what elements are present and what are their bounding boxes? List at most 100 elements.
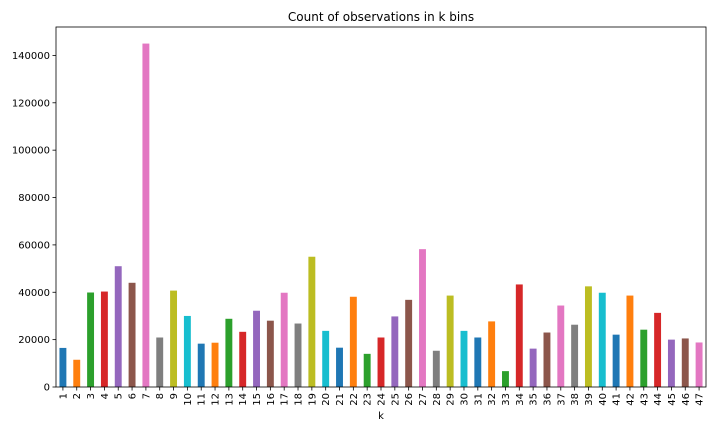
bar-18	[294, 323, 302, 387]
bar-37	[557, 305, 565, 387]
x-tick-label: 32	[487, 393, 498, 406]
bar-8	[156, 337, 164, 387]
x-tick-label: 36	[542, 393, 553, 406]
bar-16	[266, 320, 274, 387]
bar-6	[128, 282, 136, 387]
bar-11	[197, 343, 205, 387]
x-tick-label: 18	[294, 393, 305, 406]
bar-36	[543, 332, 551, 387]
x-axis-label: k	[378, 411, 384, 422]
bar-34	[515, 284, 523, 387]
bar-12	[211, 342, 219, 387]
x-tick-label: 6	[128, 393, 139, 399]
bar-3	[87, 292, 95, 387]
y-tick-label: 80000	[18, 193, 50, 204]
bar-41	[612, 334, 620, 387]
y-tick-label: 60000	[18, 240, 50, 251]
x-tick-label: 4	[100, 393, 111, 399]
x-tick-label: 29	[446, 393, 457, 406]
bar-25	[391, 316, 399, 387]
x-tick-label: 8	[155, 393, 166, 399]
x-tick-label: 15	[252, 393, 263, 406]
x-tick-label: 5	[114, 393, 125, 399]
bar-42	[626, 295, 634, 387]
bar-43	[640, 329, 648, 387]
x-tick-label: 38	[570, 393, 581, 406]
bar-21	[336, 347, 343, 387]
x-tick-label: 43	[639, 393, 650, 406]
x-tick-label: 41	[612, 393, 623, 406]
bar-19	[308, 256, 316, 387]
y-tick-label: 0	[44, 383, 50, 394]
y-tick-label: 20000	[18, 335, 50, 346]
x-tick-label: 28	[432, 393, 443, 406]
bar-9	[170, 290, 178, 387]
bar-10	[183, 315, 191, 387]
bar-1	[59, 347, 67, 387]
x-tick-label: 30	[459, 393, 470, 406]
x-tick-label: 22	[349, 393, 360, 406]
bar-44	[654, 312, 662, 387]
x-axis: 1 2 3 4 5 6 7 8 9 10 11 12 13 14 15 16 17 18 19 20 21 22 23 24 2…	[58, 387, 706, 406]
x-tick-label: 40	[598, 393, 609, 406]
y-tick-label: 140000	[12, 51, 50, 62]
bar-26	[405, 299, 413, 387]
x-tick-label: 9	[169, 393, 180, 399]
bar-30	[460, 330, 468, 387]
bar-31	[474, 337, 482, 387]
x-tick-label: 3	[86, 393, 97, 399]
chart-title: Count of observations in k bins	[288, 10, 474, 24]
y-axis: 0 20000 40000 60000 80000 100000 120000 140000	[12, 51, 56, 394]
x-tick-label: 45	[667, 393, 678, 406]
x-tick-label: 16	[266, 393, 277, 406]
x-tick-label: 14	[238, 393, 249, 406]
x-tick-label: 17	[280, 393, 291, 406]
y-tick-label: 40000	[18, 288, 50, 299]
bar-47	[695, 342, 703, 387]
bar-24	[377, 337, 385, 387]
bar-13	[225, 318, 233, 387]
x-tick-label: 42	[625, 393, 636, 406]
x-tick-label: 46	[681, 393, 692, 406]
x-tick-label: 25	[390, 393, 401, 406]
x-tick-label: 24	[377, 393, 388, 406]
bar-38	[571, 324, 579, 387]
bar-46	[681, 338, 689, 387]
x-tick-label: 27	[418, 393, 429, 406]
x-tick-label: 37	[556, 393, 567, 406]
x-tick-label: 21	[335, 393, 346, 406]
x-tick-label: 31	[473, 393, 484, 406]
bar-35	[529, 348, 537, 387]
x-tick-label: 44	[653, 393, 664, 406]
bar-17	[280, 292, 288, 387]
x-tick-label: 11	[197, 393, 208, 406]
bar-7	[142, 43, 150, 387]
x-tick-label: 1	[58, 393, 69, 399]
x-tick-label: 2	[72, 393, 83, 399]
bar-22	[349, 296, 357, 387]
bar-33	[502, 371, 509, 387]
x-tick-label: 23	[363, 393, 374, 406]
x-tick-label: 7	[141, 393, 152, 399]
bar-27	[419, 249, 426, 387]
x-tick-label: 19	[307, 393, 318, 406]
x-tick-label: 39	[584, 393, 595, 406]
x-tick-label: 13	[224, 393, 235, 406]
bar-39	[584, 286, 592, 387]
x-tick-label: 47	[695, 393, 706, 406]
x-tick-label: 34	[515, 393, 526, 406]
bar-5	[114, 266, 122, 387]
bar-2	[73, 359, 81, 387]
bar-32	[488, 321, 496, 387]
y-tick-label: 120000	[12, 98, 50, 109]
bar-23	[363, 353, 371, 387]
y-tick-label: 100000	[12, 146, 50, 157]
bar-14	[239, 331, 247, 387]
bar-28	[432, 350, 440, 387]
x-tick-label: 10	[183, 393, 194, 406]
x-tick-label: 26	[404, 393, 415, 406]
bars	[59, 43, 703, 387]
x-tick-label: 20	[321, 393, 332, 406]
